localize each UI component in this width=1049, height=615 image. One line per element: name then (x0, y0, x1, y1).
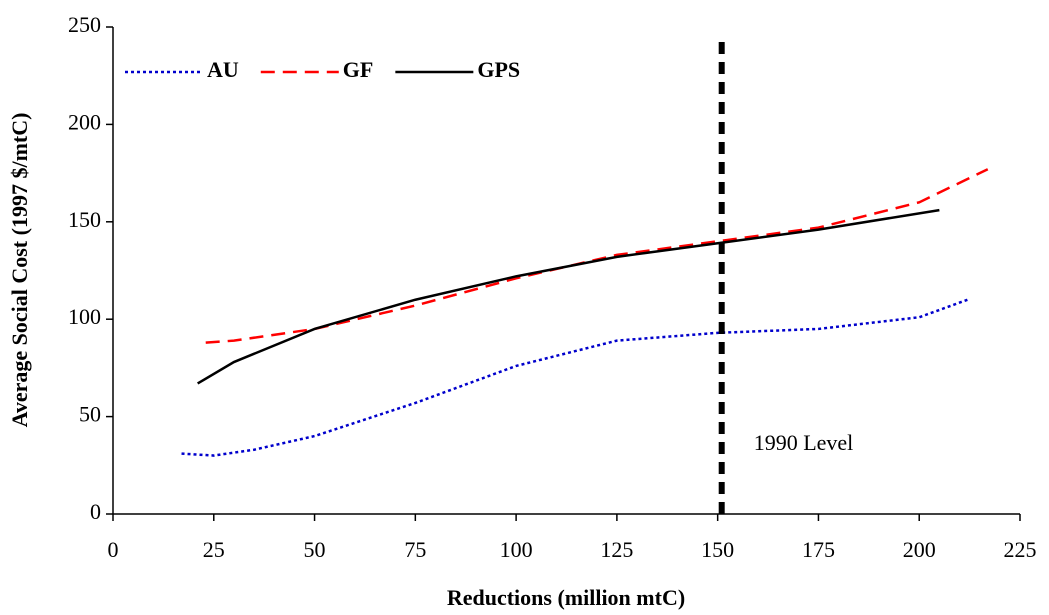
x-tick-label: 175 (802, 537, 835, 562)
legend-label: GPS (477, 57, 520, 82)
series-line (205, 168, 989, 344)
x-tick-label: 100 (500, 537, 533, 562)
series-line (181, 298, 969, 457)
y-tick-label: 50 (79, 402, 101, 427)
x-tick-label: 125 (600, 537, 633, 562)
x-tick-label: 225 (1004, 537, 1037, 562)
series-line (197, 208, 940, 385)
x-tick-label: 200 (903, 537, 936, 562)
y-tick-label: 0 (90, 499, 101, 524)
y-tick-label: 100 (68, 304, 101, 329)
y-axis-label: Average Social Cost (1997 $/mtC) (7, 113, 32, 428)
x-tick-label: 0 (108, 537, 119, 562)
x-tick-label: 75 (404, 537, 426, 562)
y-tick-label: 150 (68, 207, 101, 232)
legend-label: GF (343, 57, 374, 82)
y-tick-label: 250 (68, 12, 101, 37)
x-tick-label: 50 (304, 537, 326, 562)
legend-label: AU (207, 57, 239, 82)
x-tick-label: 150 (701, 537, 734, 562)
y-tick-label: 200 (68, 109, 101, 134)
x-tick-label: 25 (203, 537, 225, 562)
reference-label: 1990 Level (754, 430, 854, 455)
x-axis-label: Reductions (million mtC) (447, 585, 685, 610)
